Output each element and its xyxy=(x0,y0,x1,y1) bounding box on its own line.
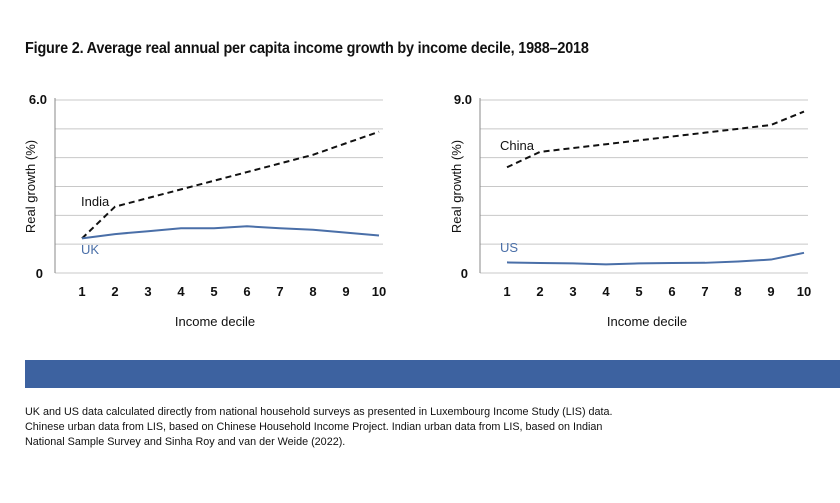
x-tick-label: 8 xyxy=(734,284,741,299)
y-tick-label: 6.0 xyxy=(29,92,47,107)
x-tick-label: 1 xyxy=(78,284,85,299)
y-tick-label: 9.0 xyxy=(454,92,472,107)
x-tick-label: 2 xyxy=(111,284,118,299)
x-tick-label: 5 xyxy=(635,284,642,299)
x-tick-label: 5 xyxy=(210,284,217,299)
x-tick-label: 3 xyxy=(144,284,151,299)
decorative-band xyxy=(25,360,840,388)
x-tick-label: 6 xyxy=(668,284,675,299)
series-label-china: China xyxy=(500,138,535,153)
x-tick-label: 9 xyxy=(342,284,349,299)
series-label-uk: UK xyxy=(81,242,99,257)
x-tick-label: 9 xyxy=(767,284,774,299)
y-axis-label: Real growth (%) xyxy=(23,140,38,233)
chart-china-us: 9.0 0 1 2 3 4 5 6 7 8 9 10 Income decile Real growth … xyxy=(449,92,811,329)
x-tick-label: 4 xyxy=(602,284,610,299)
series-label-us: US xyxy=(500,240,518,255)
x-tick-label: 2 xyxy=(536,284,543,299)
x-tick-label: 8 xyxy=(309,284,316,299)
x-tick-label: 7 xyxy=(701,284,708,299)
source-note: UK and US data calculated directly from … xyxy=(25,406,613,448)
x-axis-label: Income decile xyxy=(175,314,255,329)
series-line-uk xyxy=(81,225,380,240)
x-tick-label: 3 xyxy=(569,284,576,299)
x-tick-label: 10 xyxy=(797,284,811,299)
series-line-china xyxy=(506,110,805,169)
series-line-us xyxy=(506,251,805,266)
series-line-india xyxy=(81,130,380,240)
x-tick-label: 6 xyxy=(243,284,250,299)
chart-india-uk: 6.0 0 1 2 3 4 5 6 7 8 9 10 Income decile Real growth … xyxy=(23,92,386,329)
y-axis-label: Real growth (%) xyxy=(449,140,464,233)
figure-title: Figure 2. Average real annual per capita… xyxy=(25,40,589,57)
x-axis-label: Income decile xyxy=(607,314,687,329)
x-tick-label: 4 xyxy=(177,284,185,299)
series-label-india: India xyxy=(81,194,110,209)
x-tick-label: 10 xyxy=(372,284,386,299)
y-tick-label: 0 xyxy=(36,266,43,281)
x-tick-label: 1 xyxy=(503,284,510,299)
x-tick-label: 7 xyxy=(276,284,283,299)
y-tick-label: 0 xyxy=(461,266,468,281)
